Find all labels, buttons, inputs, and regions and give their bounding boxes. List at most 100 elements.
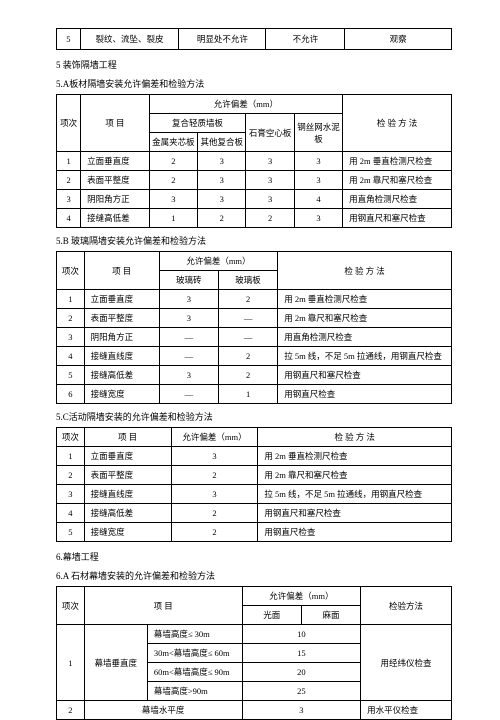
hd: 项次 xyxy=(57,587,85,625)
hd: 项次 xyxy=(57,95,81,152)
cell: 用钢直尺检查 xyxy=(278,385,452,404)
hd: 检 验 方 法 xyxy=(258,428,452,447)
cell: 1 xyxy=(149,209,197,228)
table-5a: 项次 项 目 允许偏差（mm） 检 验 方 法 复合轻质墙板 石膏空心板 钢丝网… xyxy=(56,94,452,228)
cell: 2 xyxy=(57,309,85,328)
cell: 阴阳角方正 xyxy=(84,328,159,347)
section-heading: 6.幕墙工程 xyxy=(56,550,452,563)
cell: 2 xyxy=(171,504,258,523)
cell: — xyxy=(159,385,218,404)
cell: 3 xyxy=(294,171,342,190)
cell: 3 xyxy=(242,701,361,720)
hd: 项次 xyxy=(57,428,85,447)
cell: 用 2m 靠尺和塞尺检查 xyxy=(258,466,452,485)
cell: 1 xyxy=(57,625,85,701)
cell: 3 xyxy=(159,290,218,309)
cell: 明显处不允许 xyxy=(179,29,266,50)
hd: 允许偏差（mm） xyxy=(159,252,278,271)
sub-heading: 5.A板材隔墙安装允许偏差和检验方法 xyxy=(56,77,452,90)
table-5b: 项次 项 目 允许偏差（mm） 检 验 方 法 玻璃砖 玻璃板 1立面垂直度32… xyxy=(56,251,452,404)
cell: 拉 5m 线，不足 5m 拉通线，用钢直尺检查 xyxy=(258,485,452,504)
cell: 2 xyxy=(198,209,246,228)
cell: 15 xyxy=(242,644,361,663)
cell: 60m<幕墙高度≤ 90m xyxy=(147,663,242,682)
section-heading: 5 装饰隔墙工程 xyxy=(56,58,452,71)
cell: 2 xyxy=(246,209,294,228)
cell: — xyxy=(218,309,277,328)
hd: 石膏空心板 xyxy=(246,114,294,152)
cell: 5 xyxy=(57,523,85,542)
cell: 接缝直线度 xyxy=(84,347,159,366)
cell: 用钢直尺和塞尺检查 xyxy=(258,504,452,523)
cell: 用直角检测尺检查 xyxy=(278,328,452,347)
cell: 20 xyxy=(242,663,361,682)
cell: 用直角检测尺检查 xyxy=(343,190,452,209)
cell: 用钢直尺检查 xyxy=(258,523,452,542)
cell: 4 xyxy=(294,190,342,209)
cell: 立面垂直度 xyxy=(81,152,150,171)
cell: 表面平整度 xyxy=(84,466,171,485)
cell: 2 xyxy=(218,366,277,385)
cell: 不允许 xyxy=(266,29,345,50)
cell: 2 xyxy=(149,171,197,190)
cell: 10 xyxy=(242,625,361,644)
cell: — xyxy=(159,347,218,366)
cell: 接缝宽度 xyxy=(84,523,171,542)
cell: 4 xyxy=(57,347,85,366)
hd: 金属夹芯板 xyxy=(149,133,197,152)
cell: 2 xyxy=(149,152,197,171)
cell: 2 xyxy=(57,466,85,485)
cell: 3 xyxy=(246,152,294,171)
cell: 30m<幕墙高度≤ 60m xyxy=(147,644,242,663)
cell: 3 xyxy=(159,366,218,385)
cell: 3 xyxy=(57,190,81,209)
cell: 3 xyxy=(159,309,218,328)
hd: 玻璃板 xyxy=(218,271,277,290)
hd: 允许偏差（mm） xyxy=(149,95,342,114)
cell: 1 xyxy=(57,447,85,466)
cell: 3 xyxy=(57,328,85,347)
hd: 项 目 xyxy=(84,252,159,290)
cell: 2 xyxy=(171,466,258,485)
hd: 项 目 xyxy=(81,95,150,152)
cell: 幕墙高度≤ 30m xyxy=(147,625,242,644)
cell: 3 xyxy=(57,485,85,504)
cell: 4 xyxy=(57,209,81,228)
cell: 2 xyxy=(218,347,277,366)
hd: 检验方法 xyxy=(361,587,452,625)
cell: 裂纹、流坠、裂皮 xyxy=(80,29,179,50)
cell: 表面平整度 xyxy=(84,309,159,328)
cell: 2 xyxy=(218,290,277,309)
cell: 幕墙高度>90m xyxy=(147,682,242,701)
sub-heading: 6.A 石材幕墙安装的允许偏差和检验方法 xyxy=(56,569,452,582)
hd: 允许偏差（mm） xyxy=(171,428,258,447)
cell: 5 xyxy=(57,366,85,385)
cell: 用 2m 靠尺和塞尺检查 xyxy=(278,309,452,328)
cell: 3 xyxy=(198,152,246,171)
cell: 接缝宽度 xyxy=(84,385,159,404)
cell: 立面垂直度 xyxy=(84,447,171,466)
cell: 1 xyxy=(57,152,81,171)
cell: 接缝直线度 xyxy=(84,485,171,504)
sub-heading: 5.C活动隔墙安装的允许偏差和检验方法 xyxy=(56,410,452,423)
cell: 1 xyxy=(57,290,85,309)
cell: 用 2m 垂直检测尺检查 xyxy=(343,152,452,171)
hd: 光面 xyxy=(242,606,301,625)
hd: 检 验 方 法 xyxy=(343,95,452,152)
cell: 3 xyxy=(198,171,246,190)
cell: 用钢直尺和塞尺检查 xyxy=(278,366,452,385)
cell: 25 xyxy=(242,682,361,701)
cell: 用钢直尺和塞尺检查 xyxy=(343,209,452,228)
table-5c: 项次 项 目 允许偏差（mm） 检 验 方 法 1立面垂直度3用 2m 垂直检测… xyxy=(56,427,452,542)
cell: 3 xyxy=(294,152,342,171)
cell: 阴阳角方正 xyxy=(81,190,150,209)
cell: 3 xyxy=(171,447,258,466)
cell: 3 xyxy=(246,190,294,209)
cell: 观察 xyxy=(345,29,452,50)
cell: 4 xyxy=(57,504,85,523)
cell: 用经纬仪检查 xyxy=(361,625,452,701)
hd: 允许偏差（mm） xyxy=(242,587,361,606)
cell: 接缝高低差 xyxy=(84,366,159,385)
cell: 用 2m 垂直检测尺检查 xyxy=(278,290,452,309)
cell: 用 2m 垂直检测尺检查 xyxy=(258,447,452,466)
